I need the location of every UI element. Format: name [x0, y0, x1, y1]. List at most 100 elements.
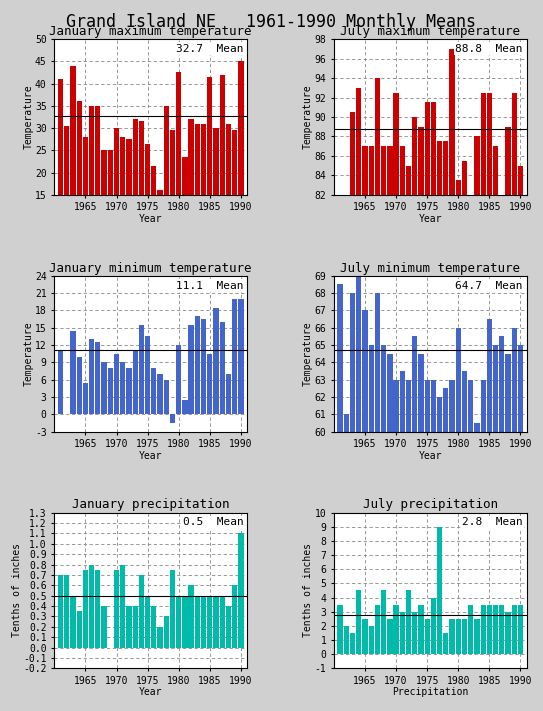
Bar — [195, 596, 200, 648]
Bar — [170, 570, 175, 648]
Bar — [499, 210, 504, 711]
Bar — [77, 611, 82, 648]
Bar — [350, 633, 355, 654]
Bar — [58, 575, 63, 648]
Bar — [468, 356, 473, 711]
Bar — [412, 117, 418, 711]
Bar — [487, 604, 492, 654]
Bar — [481, 380, 486, 711]
Bar — [418, 354, 424, 711]
Bar — [188, 119, 194, 262]
X-axis label: Year: Year — [139, 451, 162, 461]
Text: Grand Island NE   1961-1990 Monthly Means: Grand Island NE 1961-1990 Monthly Means — [66, 13, 477, 31]
Y-axis label: Temperature: Temperature — [23, 321, 34, 386]
Bar — [337, 604, 343, 654]
Bar — [518, 345, 523, 711]
Bar — [381, 345, 386, 711]
Bar — [145, 336, 150, 415]
Bar — [499, 604, 504, 654]
Bar — [506, 127, 511, 711]
Bar — [381, 590, 386, 654]
Bar — [132, 606, 138, 648]
Bar — [201, 124, 206, 262]
Bar — [344, 385, 349, 711]
Bar — [344, 626, 349, 654]
Bar — [499, 336, 504, 711]
Bar — [518, 166, 523, 711]
Bar — [425, 102, 430, 711]
Bar — [127, 139, 131, 262]
Bar — [506, 354, 511, 711]
Bar — [474, 137, 479, 711]
Bar — [195, 124, 200, 262]
Bar — [350, 293, 355, 711]
Bar — [188, 325, 194, 415]
Bar — [132, 119, 138, 262]
Title: July precipitation: July precipitation — [363, 498, 498, 511]
Bar — [512, 604, 517, 654]
Bar — [493, 345, 498, 711]
Bar — [157, 191, 163, 262]
Bar — [356, 276, 362, 711]
Bar — [70, 66, 75, 262]
Bar — [362, 311, 368, 711]
Bar — [176, 596, 181, 648]
Bar — [387, 619, 393, 654]
Bar — [163, 106, 169, 262]
Bar — [163, 616, 169, 648]
Bar — [456, 328, 461, 711]
Bar — [182, 596, 187, 648]
Bar — [163, 380, 169, 415]
Bar — [102, 150, 107, 262]
Bar — [176, 345, 181, 415]
Y-axis label: Tenths of inches: Tenths of inches — [12, 543, 22, 638]
Bar — [394, 604, 399, 654]
Bar — [102, 606, 107, 648]
Bar — [120, 137, 125, 262]
Bar — [443, 388, 449, 711]
Bar — [337, 214, 343, 711]
Bar — [95, 106, 100, 262]
Bar — [406, 166, 411, 711]
Bar — [369, 626, 374, 654]
Bar — [226, 606, 231, 648]
Bar — [431, 102, 436, 711]
Bar — [151, 166, 156, 262]
Bar — [108, 150, 113, 262]
Bar — [425, 619, 430, 654]
Y-axis label: Temperature: Temperature — [303, 85, 313, 149]
Bar — [219, 596, 225, 648]
Text: 11.1  Mean: 11.1 Mean — [176, 281, 243, 291]
Bar — [493, 604, 498, 654]
Title: January precipitation: January precipitation — [72, 498, 230, 511]
Bar — [350, 112, 355, 711]
Bar — [512, 92, 517, 711]
Title: January maximum temperature: January maximum temperature — [49, 25, 252, 38]
Bar — [232, 585, 237, 648]
Bar — [238, 299, 244, 415]
Bar — [400, 146, 405, 711]
Bar — [337, 284, 343, 711]
X-axis label: Year: Year — [419, 451, 442, 461]
Bar — [95, 342, 100, 415]
Bar — [127, 606, 131, 648]
Bar — [362, 619, 368, 654]
Bar — [487, 92, 492, 711]
Bar — [232, 130, 237, 262]
Bar — [70, 331, 75, 415]
Bar — [89, 565, 94, 648]
Bar — [375, 78, 380, 711]
Bar — [201, 596, 206, 648]
Bar — [238, 61, 244, 262]
Bar — [487, 319, 492, 711]
Bar — [375, 293, 380, 711]
Y-axis label: Temperature: Temperature — [303, 321, 313, 386]
Bar — [493, 146, 498, 711]
Bar — [195, 316, 200, 415]
Bar — [362, 146, 368, 711]
X-axis label: Year: Year — [139, 214, 162, 224]
Bar — [108, 368, 113, 415]
Bar — [201, 319, 206, 415]
Bar — [450, 380, 454, 711]
Bar — [474, 619, 479, 654]
